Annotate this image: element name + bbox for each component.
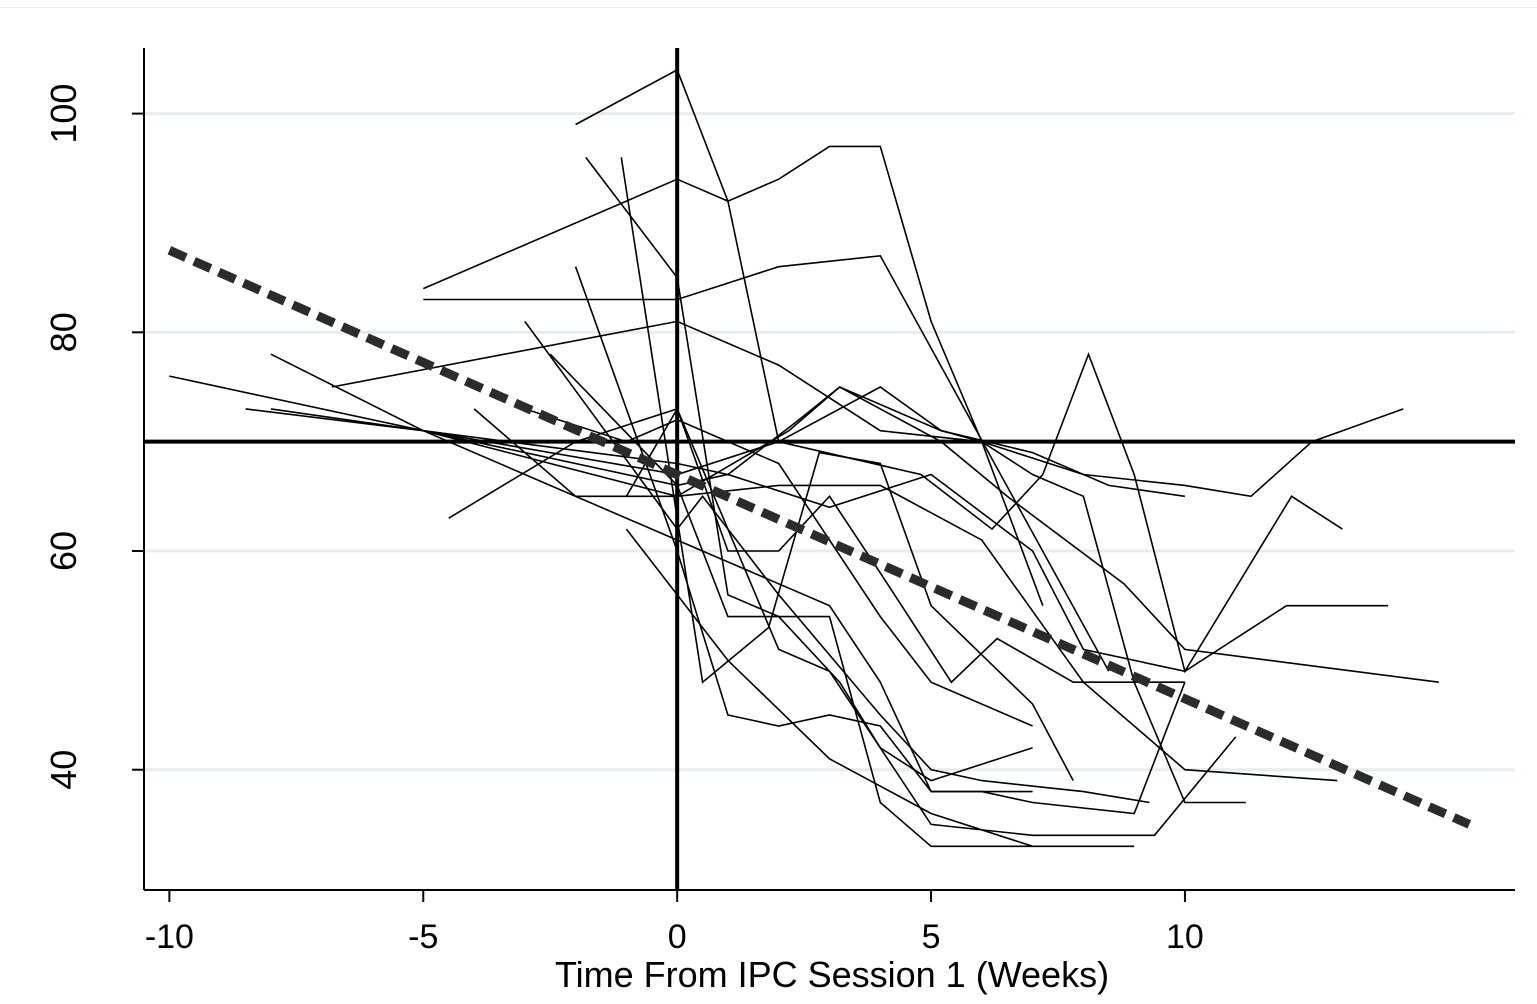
trend-line bbox=[167, 246, 1472, 829]
y-tick-label-100: 100 bbox=[43, 84, 84, 144]
reference-lines bbox=[144, 48, 1515, 890]
series-line-3 bbox=[620, 157, 1074, 781]
trend-dashed-line bbox=[167, 246, 1472, 829]
series-line-11 bbox=[625, 528, 1135, 848]
series-line-4 bbox=[422, 145, 1044, 606]
x-tick-label-0: 0 bbox=[668, 918, 687, 956]
series-line-5 bbox=[423, 254, 1110, 672]
axes bbox=[143, 48, 1515, 891]
series-lines bbox=[169, 68, 1439, 848]
series-line-17 bbox=[270, 353, 1389, 673]
gridlines bbox=[144, 112, 1515, 772]
x-tick-label-10: 10 bbox=[1166, 918, 1204, 956]
series-line-16 bbox=[625, 407, 1237, 837]
series-line-19 bbox=[422, 429, 1033, 793]
series-line-14 bbox=[524, 320, 1150, 804]
top-border-line bbox=[0, 7, 1537, 8]
y-tick-label-40: 40 bbox=[43, 750, 84, 790]
tick-labels: 40 60 80 100 -10 -5 0 5 10 bbox=[43, 84, 1204, 956]
x-tick-label-5: 5 bbox=[922, 918, 941, 956]
x-tick-label--5: -5 bbox=[408, 918, 438, 956]
series-line-8 bbox=[270, 386, 1439, 683]
series-line-10 bbox=[448, 407, 1185, 684]
series-line-6 bbox=[331, 320, 1404, 498]
series-line-2 bbox=[585, 156, 1033, 782]
series-line-12 bbox=[574, 266, 1186, 815]
x-tick-label--10: -10 bbox=[145, 918, 194, 956]
series-line-18 bbox=[473, 408, 1338, 782]
series-line-9 bbox=[245, 386, 1186, 498]
x-axis-label: Time From IPC Session 1 (Weeks) bbox=[555, 954, 1109, 995]
y-tick-label-80: 80 bbox=[43, 312, 84, 352]
y-tick-label-60: 60 bbox=[43, 531, 84, 571]
series-line-7 bbox=[169, 351, 1343, 674]
series-line-15 bbox=[549, 353, 1033, 848]
